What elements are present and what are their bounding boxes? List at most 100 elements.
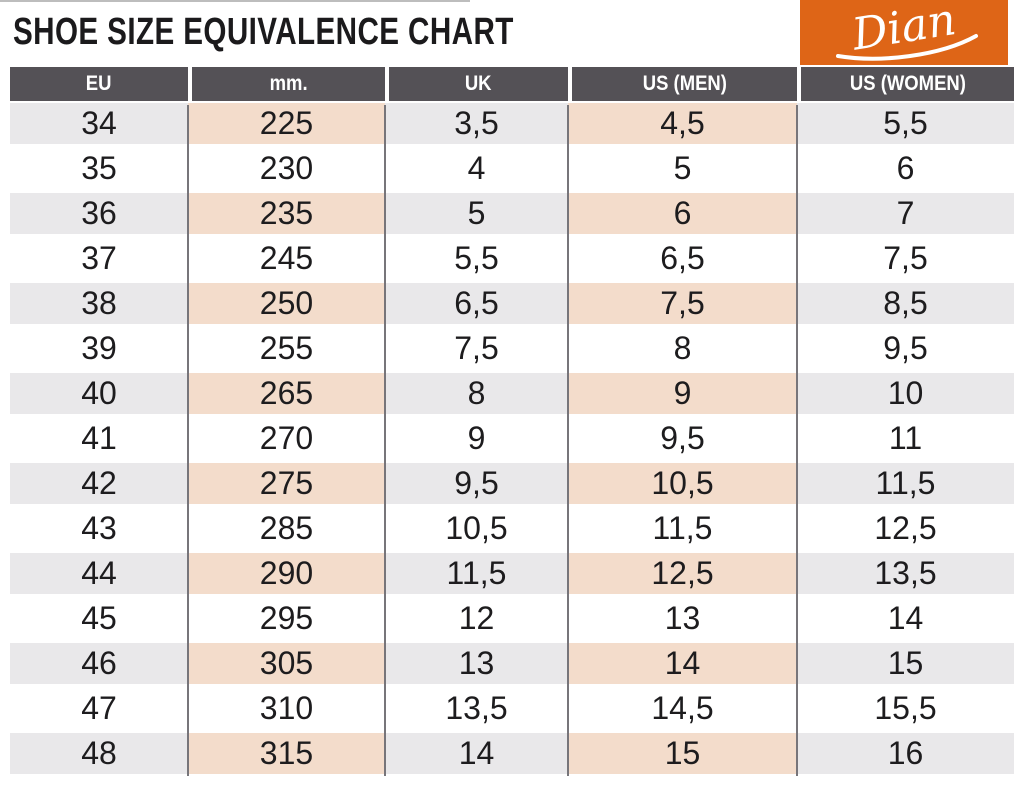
table-row: 34 225 3,5 4,5 5,5 xyxy=(10,103,1014,148)
cell-uk: 14 xyxy=(385,733,568,778)
cell-us-men: 11,5 xyxy=(568,508,797,553)
cell-us-men: 15 xyxy=(568,733,797,778)
cell-us-men: 9 xyxy=(568,373,797,418)
cell-us-men: 6,5 xyxy=(568,238,797,283)
cell-mm: 230 xyxy=(188,148,385,193)
cell-mm: 310 xyxy=(188,688,385,733)
cell-eu: 40 xyxy=(10,373,188,418)
table-row: 37 245 5,5 6,5 7,5 xyxy=(10,238,1014,283)
table-row: 35 230 4 5 6 xyxy=(10,148,1014,193)
table-row: 47 310 13,5 14,5 15,5 xyxy=(10,688,1014,733)
cell-mm: 265 xyxy=(188,373,385,418)
table-row: 42 275 9,5 10,5 11,5 xyxy=(10,463,1014,508)
table-row: 40 265 8 9 10 xyxy=(10,373,1014,418)
column-header-label: UK xyxy=(465,72,492,95)
cell-us-women: 12,5 xyxy=(797,508,1014,553)
cell-us-men: 13 xyxy=(568,598,797,643)
cell-us-women: 6 xyxy=(797,148,1014,193)
cell-us-women: 5,5 xyxy=(797,103,1014,148)
cell-us-men: 9,5 xyxy=(568,418,797,463)
cell-mm: 235 xyxy=(188,193,385,238)
table-row: 48 315 14 15 16 xyxy=(10,733,1014,778)
cell-mm: 285 xyxy=(188,508,385,553)
cell-us-men: 14 xyxy=(568,643,797,688)
cell-us-women: 16 xyxy=(797,733,1014,778)
cell-us-men: 12,5 xyxy=(568,553,797,598)
top-border-line xyxy=(0,0,470,2)
cell-uk: 9,5 xyxy=(385,463,568,508)
cell-uk: 6,5 xyxy=(385,283,568,328)
cell-uk: 13,5 xyxy=(385,688,568,733)
cell-mm: 255 xyxy=(188,328,385,373)
cell-us-women: 11 xyxy=(797,418,1014,463)
table-row: 39 255 7,5 8 9,5 xyxy=(10,328,1014,373)
size-chart-table: EU mm. UK US (MEN) US (WOMEN) 34 225 3,5 4,5 5,5… xyxy=(10,67,1014,778)
brand-logo: Dian xyxy=(800,0,1008,65)
header-row: EU mm. UK US (MEN) US (WOMEN) xyxy=(10,67,1014,103)
cell-eu: 44 xyxy=(10,553,188,598)
cell-us-women: 10 xyxy=(797,373,1014,418)
cell-mm: 305 xyxy=(188,643,385,688)
table-row: 44 290 11,5 12,5 13,5 xyxy=(10,553,1014,598)
cell-uk: 7,5 xyxy=(385,328,568,373)
cell-eu: 48 xyxy=(10,733,188,778)
cell-uk: 10,5 xyxy=(385,508,568,553)
table-row: 43 285 10,5 11,5 12,5 xyxy=(10,508,1014,553)
cell-eu: 47 xyxy=(10,688,188,733)
column-header-eu: EU xyxy=(10,67,188,103)
cell-mm: 250 xyxy=(188,283,385,328)
column-header-mm: mm. xyxy=(188,67,385,103)
cell-us-women: 13,5 xyxy=(797,553,1014,598)
cell-uk: 11,5 xyxy=(385,553,568,598)
logo-underline-flourish xyxy=(836,34,978,61)
cell-us-men: 10,5 xyxy=(568,463,797,508)
cell-us-women: 8,5 xyxy=(797,283,1014,328)
cell-eu: 38 xyxy=(10,283,188,328)
cell-uk: 13 xyxy=(385,643,568,688)
cell-mm: 225 xyxy=(188,103,385,148)
cell-eu: 34 xyxy=(10,103,188,148)
table-row: 36 235 5 6 7 xyxy=(10,193,1014,238)
table-body: 34 225 3,5 4,5 5,5 35 230 4 5 6 36 235 5 6 7 37 245 5,5 6,… xyxy=(10,103,1014,778)
cell-us-women: 15 xyxy=(797,643,1014,688)
column-divider-3 xyxy=(567,105,569,776)
cell-us-women: 14 xyxy=(797,598,1014,643)
table-row: 46 305 13 14 15 xyxy=(10,643,1014,688)
cell-mm: 315 xyxy=(188,733,385,778)
cell-uk: 8 xyxy=(385,373,568,418)
cell-eu: 46 xyxy=(10,643,188,688)
column-divider-2 xyxy=(384,105,386,776)
cell-us-men: 5 xyxy=(568,148,797,193)
column-header-us-women: US (WOMEN) xyxy=(797,67,1014,103)
cell-uk: 4 xyxy=(385,148,568,193)
column-header-label: mm. xyxy=(269,72,308,95)
size-table: EU mm. UK US (MEN) US (WOMEN) 34 225 3,5 4,5 5,5… xyxy=(10,67,1014,778)
cell-mm: 295 xyxy=(188,598,385,643)
cell-us-men: 7,5 xyxy=(568,283,797,328)
column-divider-1 xyxy=(187,105,189,776)
brand-logo-graphic: Dian xyxy=(836,0,978,61)
cell-uk: 9 xyxy=(385,418,568,463)
cell-uk: 3,5 xyxy=(385,103,568,148)
cell-mm: 270 xyxy=(188,418,385,463)
brand-name: Dian xyxy=(848,0,960,61)
column-header-label: US (MEN) xyxy=(642,72,727,95)
cell-uk: 5,5 xyxy=(385,238,568,283)
cell-eu: 37 xyxy=(10,238,188,283)
cell-mm: 275 xyxy=(188,463,385,508)
cell-mm: 245 xyxy=(188,238,385,283)
cell-us-men: 4,5 xyxy=(568,103,797,148)
column-header-label: US (WOMEN) xyxy=(849,72,966,95)
cell-eu: 36 xyxy=(10,193,188,238)
cell-eu: 41 xyxy=(10,418,188,463)
cell-us-women: 15,5 xyxy=(797,688,1014,733)
table-row: 38 250 6,5 7,5 8,5 xyxy=(10,283,1014,328)
cell-us-women: 7 xyxy=(797,193,1014,238)
cell-mm: 290 xyxy=(188,553,385,598)
cell-eu: 35 xyxy=(10,148,188,193)
column-header-us-men: US (MEN) xyxy=(568,67,797,103)
cell-us-men: 8 xyxy=(568,328,797,373)
cell-uk: 5 xyxy=(385,193,568,238)
column-divider-4 xyxy=(796,105,798,776)
